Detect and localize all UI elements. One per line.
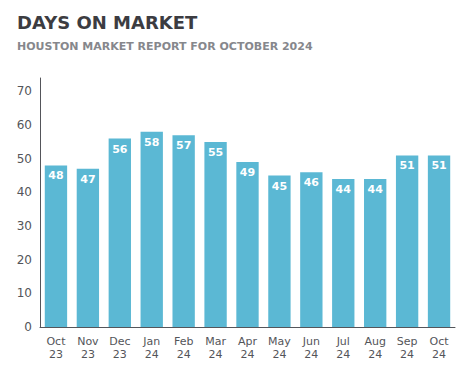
svg-text:0: 0 <box>24 320 32 334</box>
svg-text:Oct: Oct <box>430 335 450 348</box>
svg-text:Jan: Jan <box>142 335 160 348</box>
svg-text:51: 51 <box>431 159 446 172</box>
svg-text:24: 24 <box>209 348 223 361</box>
svg-text:Sep: Sep <box>397 335 418 348</box>
svg-text:20: 20 <box>17 253 32 267</box>
svg-text:49: 49 <box>240 166 255 179</box>
svg-text:HOUSTON MARKET REPORT FOR OCTO: HOUSTON MARKET REPORT FOR OCTOBER 2024 <box>17 40 313 53</box>
svg-text:Dec: Dec <box>109 335 130 348</box>
svg-text:Apr: Apr <box>238 335 258 348</box>
svg-text:24: 24 <box>336 348 350 361</box>
svg-text:51: 51 <box>399 159 414 172</box>
svg-text:23: 23 <box>113 348 127 361</box>
svg-text:24: 24 <box>272 348 286 361</box>
svg-text:24: 24 <box>400 348 414 361</box>
svg-text:Feb: Feb <box>174 335 193 348</box>
svg-text:46: 46 <box>304 176 320 189</box>
svg-text:24: 24 <box>368 348 382 361</box>
svg-text:40: 40 <box>17 185 32 199</box>
svg-text:Nov: Nov <box>77 335 99 348</box>
svg-text:47: 47 <box>80 173 95 186</box>
svg-text:24: 24 <box>241 348 255 361</box>
svg-text:44: 44 <box>336 183 352 196</box>
svg-text:70: 70 <box>17 84 32 98</box>
svg-text:24: 24 <box>177 348 191 361</box>
svg-text:58: 58 <box>144 136 159 149</box>
svg-text:23: 23 <box>49 348 63 361</box>
svg-text:Oct: Oct <box>46 335 66 348</box>
svg-text:Aug: Aug <box>364 335 385 348</box>
svg-text:23: 23 <box>81 348 95 361</box>
svg-text:48: 48 <box>48 169 63 182</box>
svg-text:24: 24 <box>432 348 446 361</box>
svg-text:24: 24 <box>304 348 318 361</box>
svg-text:50: 50 <box>17 152 32 166</box>
svg-text:44: 44 <box>368 183 384 196</box>
svg-text:56: 56 <box>112 143 128 156</box>
svg-text:DAYS ON MARKET: DAYS ON MARKET <box>17 12 198 33</box>
svg-text:Jul: Jul <box>336 335 350 348</box>
svg-text:57: 57 <box>176 139 191 152</box>
svg-text:10: 10 <box>17 286 32 300</box>
svg-text:55: 55 <box>208 146 223 159</box>
svg-text:24: 24 <box>145 348 159 361</box>
svg-text:45: 45 <box>272 180 287 193</box>
svg-text:60: 60 <box>17 118 32 132</box>
svg-text:Mar: Mar <box>205 335 226 348</box>
svg-text:30: 30 <box>17 219 32 233</box>
svg-text:May: May <box>268 335 291 348</box>
svg-text:Jun: Jun <box>302 335 320 348</box>
